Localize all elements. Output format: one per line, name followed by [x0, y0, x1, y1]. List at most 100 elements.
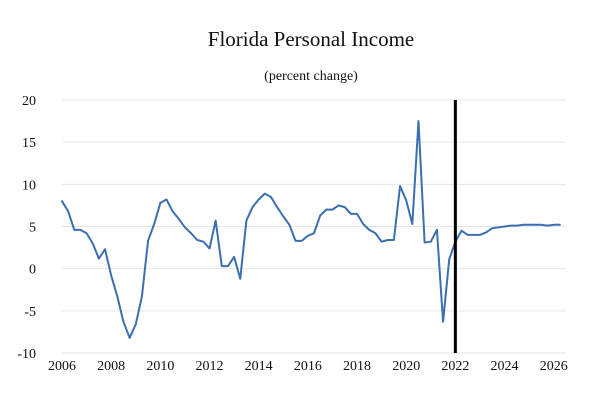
- y-tick-label: 15: [22, 136, 36, 151]
- data-point: [92, 242, 94, 244]
- data-point: [510, 225, 512, 227]
- data-point: [276, 206, 278, 208]
- x-tick-label: 2012: [196, 359, 224, 374]
- x-tick-label: 2022: [441, 359, 469, 374]
- data-point: [209, 247, 211, 249]
- data-point: [196, 239, 198, 241]
- data-point: [301, 240, 303, 242]
- x-tick-label: 2026: [540, 359, 568, 374]
- data-point: [227, 265, 229, 267]
- data-point: [264, 193, 266, 195]
- data-point: [436, 229, 438, 231]
- data-point: [215, 220, 217, 222]
- data-point: [252, 206, 254, 208]
- data-point: [245, 220, 247, 222]
- x-tick-label: 2008: [97, 359, 125, 374]
- data-point: [331, 209, 333, 211]
- data-point: [417, 120, 419, 122]
- data-point: [362, 223, 364, 225]
- data-point: [399, 185, 401, 187]
- data-point: [522, 224, 524, 226]
- data-point: [122, 321, 124, 323]
- x-tick-label: 2014: [245, 359, 273, 374]
- data-point: [547, 225, 549, 227]
- x-tick-label: 2016: [294, 359, 322, 374]
- data-point: [559, 224, 561, 226]
- data-point: [307, 235, 309, 237]
- data-point: [485, 231, 487, 233]
- data-point: [368, 229, 370, 231]
- data-point: [534, 224, 536, 226]
- data-point: [190, 232, 192, 234]
- data-point: [448, 258, 450, 260]
- data-point: [98, 258, 100, 260]
- data-point: [387, 239, 389, 241]
- data-point: [172, 210, 174, 212]
- data-point: [86, 232, 88, 234]
- data-point: [233, 256, 235, 258]
- grid-layer: [62, 99, 566, 354]
- data-point: [178, 218, 180, 220]
- data-point: [221, 265, 223, 267]
- data-point: [393, 239, 395, 241]
- series-line-0: [61, 120, 561, 339]
- data-point: [282, 215, 284, 217]
- data-point: [381, 241, 383, 243]
- data-point: [135, 323, 137, 325]
- data-point: [147, 240, 149, 242]
- y-tick-label: -5: [24, 305, 36, 320]
- data-point: [424, 242, 426, 244]
- y-tick-label: 10: [22, 178, 36, 193]
- data-point: [350, 213, 352, 215]
- data-point: [497, 226, 499, 228]
- data-point: [540, 224, 542, 226]
- data-point: [338, 204, 340, 206]
- data-point: [104, 248, 106, 250]
- y-tick-label: 20: [22, 94, 36, 109]
- y-tick-label: 5: [29, 221, 36, 236]
- data-point: [67, 210, 69, 212]
- series-layer: [61, 120, 561, 339]
- data-point: [430, 241, 432, 243]
- data-point: [184, 226, 186, 228]
- data-point: [116, 296, 118, 298]
- x-tick-label: 2020: [392, 359, 420, 374]
- data-point: [319, 215, 321, 217]
- data-point: [491, 227, 493, 229]
- data-point: [79, 229, 81, 231]
- x-tick-label: 2006: [48, 359, 76, 374]
- data-point: [258, 199, 260, 201]
- data-point: [405, 199, 407, 201]
- data-point: [110, 274, 112, 276]
- data-point: [442, 321, 444, 323]
- y-tick-label: 0: [29, 263, 36, 278]
- data-point: [159, 202, 161, 204]
- chart-subtitle: (percent change): [264, 69, 358, 84]
- data-point: [73, 229, 75, 231]
- x-tick-label: 2024: [491, 359, 519, 374]
- chart-title: Florida Personal Income: [208, 27, 414, 51]
- data-point: [129, 337, 131, 339]
- data-point: [479, 234, 481, 236]
- data-point: [61, 200, 63, 202]
- data-point: [313, 232, 315, 234]
- data-point: [553, 224, 555, 226]
- data-point: [202, 241, 204, 243]
- data-point: [528, 224, 530, 226]
- data-point: [473, 234, 475, 236]
- data-point: [374, 232, 376, 234]
- y-tick-label: -10: [17, 347, 36, 362]
- data-point: [344, 206, 346, 208]
- data-point: [270, 196, 272, 198]
- data-point: [504, 226, 506, 228]
- data-point: [295, 240, 297, 242]
- data-point: [153, 223, 155, 225]
- x-tick-label: 2018: [343, 359, 371, 374]
- data-point: [325, 209, 327, 211]
- x-tick-label: 2010: [146, 359, 174, 374]
- data-point: [467, 234, 469, 236]
- data-point: [165, 199, 167, 201]
- y-axis-ticks: -10 -5 0 5 10 15 20: [17, 94, 36, 362]
- data-point: [356, 213, 358, 215]
